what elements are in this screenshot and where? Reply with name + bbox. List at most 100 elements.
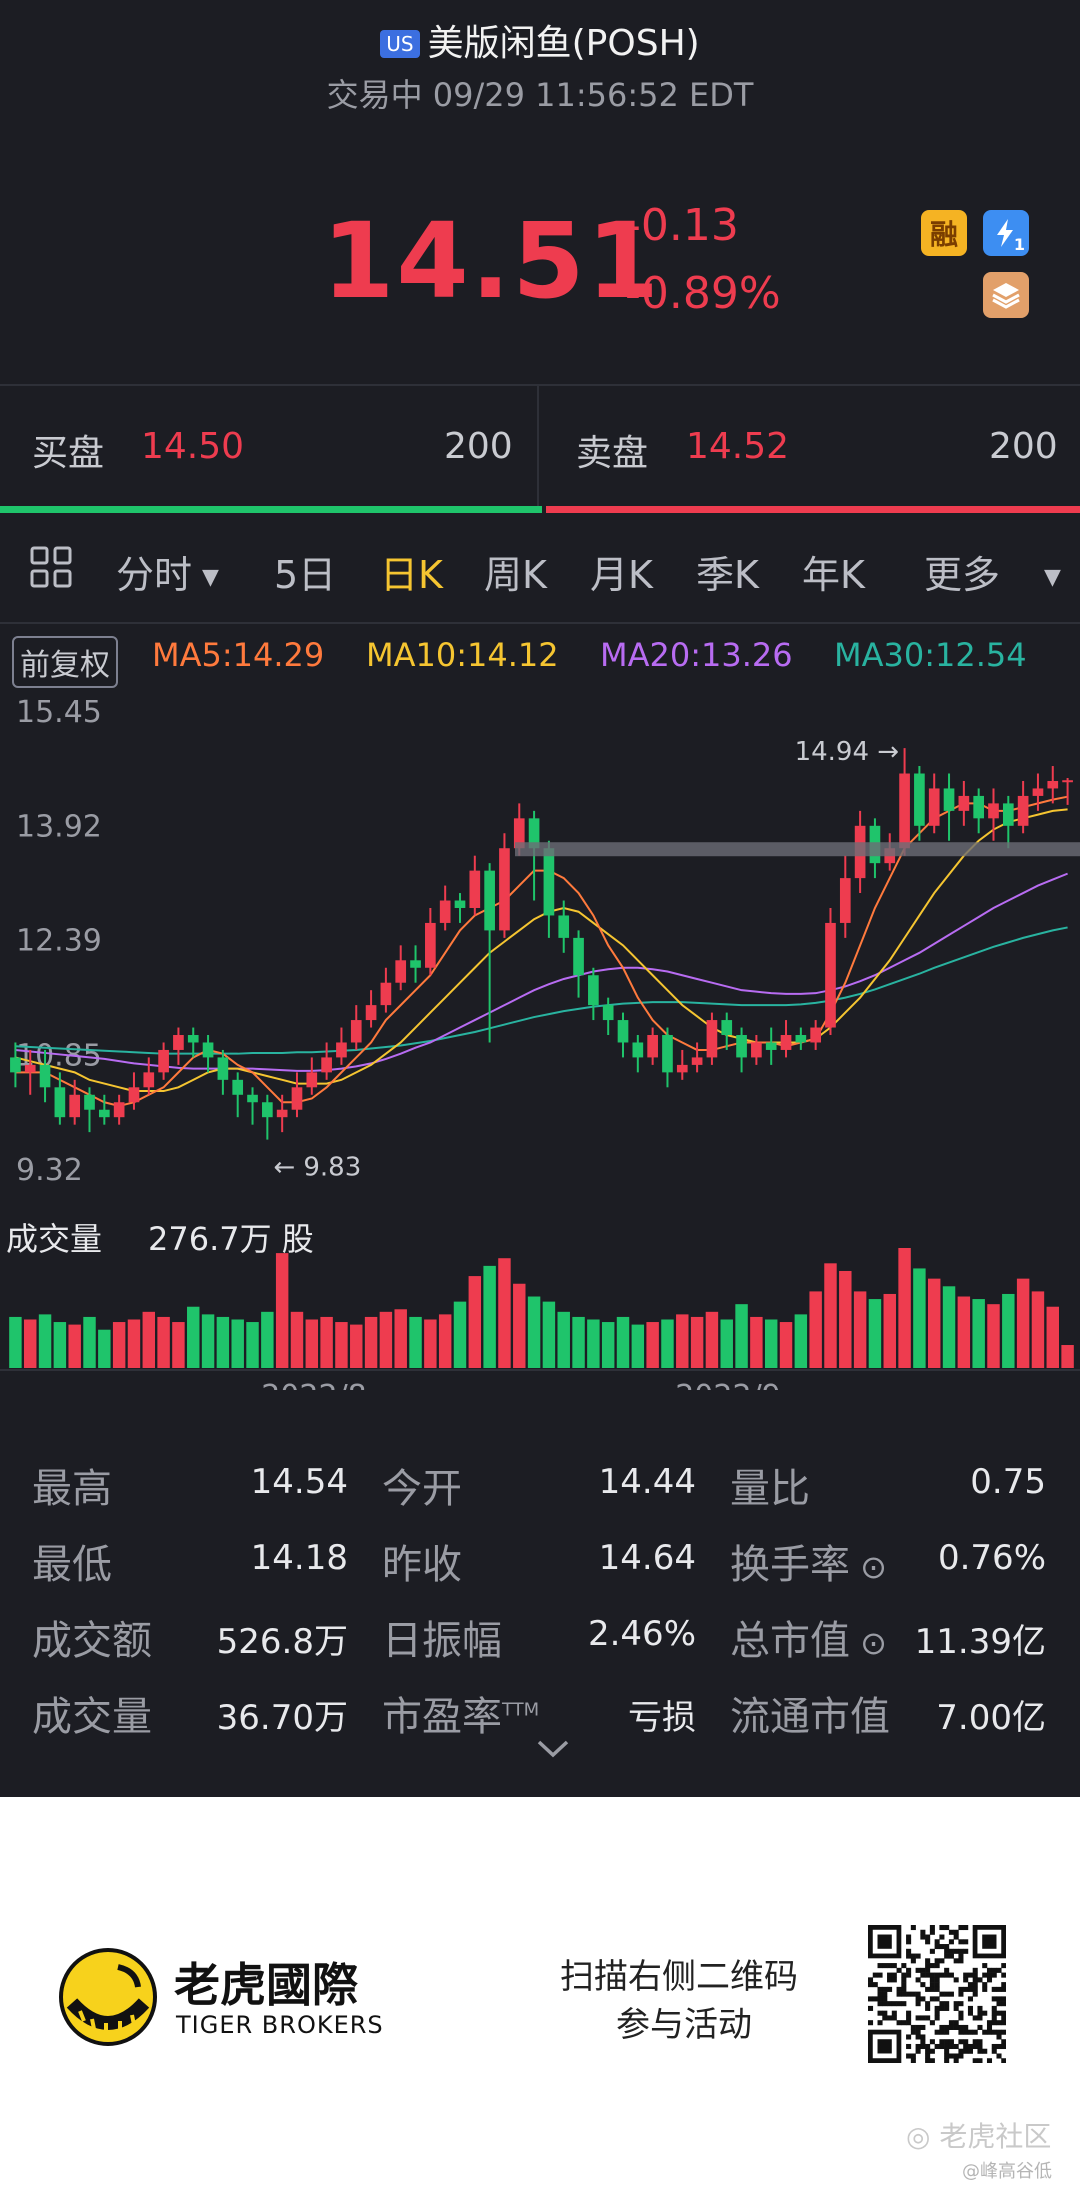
volume-bar [453,1301,467,1368]
volume-bar [24,1319,37,1368]
tab-yearly[interactable]: 年K [802,553,865,597]
info-icon[interactable]: ⊙ [850,1624,887,1662]
candle-body [84,1094,95,1110]
tab-daily[interactable]: 日K [380,553,443,597]
candle-body [499,848,510,931]
volume-bar [1031,1291,1045,1368]
candle-body [247,1094,258,1103]
volume-bar [83,1316,96,1368]
stat-value: 14.44 [598,1462,696,1502]
qr-code[interactable] [868,1925,1006,2063]
volume-bar [527,1296,541,1368]
volume-bar [646,1322,659,1368]
volume-bar [290,1311,304,1368]
ma20-value: MA20:13.26 [600,636,793,674]
stat-label: 市盈率TTM [382,1694,540,1740]
ma30-value: MA30:12.54 [834,636,1027,674]
high-label: 14.94 → [795,737,899,767]
volume-bar [187,1306,200,1368]
volume-bar [972,1299,985,1368]
candle-body [736,1035,747,1058]
candle-body [647,1035,658,1058]
candle-body [350,1020,362,1043]
candle-body [10,1057,21,1073]
candle-body [765,1042,777,1050]
candle-body [217,1057,229,1080]
volume-value: 276.7万 股 [148,1220,314,1258]
quote-screen: US 美版闲鱼(POSH) 交易中 09/29 11:56:52 EDT 14.5… [0,0,1080,1797]
stat-label: 总市值 ⊙ [730,1618,887,1664]
candle-body [751,1042,762,1058]
grid-icon[interactable] [28,544,74,594]
stock-name: 美版闲鱼(POSH) [427,23,700,64]
volume-bar [1046,1306,1059,1368]
volume-bar [705,1311,719,1368]
volume-bar [275,1253,289,1368]
stat-label: 最低 [32,1542,112,1588]
volume-bar [483,1265,496,1368]
candle-body [262,1102,273,1118]
stat-value: 0.75 [970,1462,1046,1502]
candle-body [291,1087,303,1110]
volume-bar [305,1319,319,1368]
volume-bar [379,1311,393,1368]
tab-intraday[interactable]: 分时 ▼ [116,544,219,599]
flash-trade-icon[interactable]: 1 [983,210,1029,256]
candle-body [98,1109,110,1118]
info-icon[interactable]: ⊙ [850,1548,887,1586]
volume-bar [142,1311,156,1368]
adjust-toggle[interactable]: 前复权 [12,636,118,688]
candle-body [662,1035,673,1073]
candle-body [558,915,570,938]
expand-chevron-icon[interactable] [536,1738,570,1764]
tab-5day[interactable]: 5日 [274,553,337,597]
tab-weekly[interactable]: 周K [484,553,547,597]
volume-bar [38,1314,52,1368]
bid-label: 买盘 [32,433,105,474]
ask-size: 200 [989,426,1058,467]
candle-body [543,848,555,916]
stat-value: 7.00亿 [936,1698,1046,1738]
ma30-line [15,926,1068,1055]
volume-bar [468,1276,482,1368]
volume-bar [676,1314,689,1368]
volume-bar [631,1324,645,1368]
candle-body [943,788,955,811]
market-badge: US [380,30,420,58]
layers-icon[interactable] [983,272,1029,318]
ma20-line [15,872,1068,1072]
candle-body [706,1020,718,1058]
tab-intraday-label: 分时 [116,553,193,597]
candle-body [1047,780,1059,789]
candle-body [973,795,985,819]
candle-body [988,803,999,819]
candle-body [602,1005,614,1021]
volume-bar [53,1322,67,1368]
volume-bar [112,1322,126,1368]
candle-body [39,1064,51,1088]
tab-quarterly[interactable]: 季K [696,553,759,597]
candle-body [1002,803,1014,826]
volume-bar [9,1316,22,1368]
ma10-value: MA10:14.12 [366,636,559,674]
volume-bar [868,1299,882,1368]
volume-bar [127,1319,141,1368]
tab-more-label: 更多 [924,553,1001,597]
candle-body [691,1057,703,1065]
bid-price: 14.50 [141,426,245,467]
volume-bar [587,1319,600,1368]
tab-more[interactable]: 更多 ▼ [924,544,1061,599]
candle-body [439,900,451,923]
ask-label: 卖盘 [576,433,649,474]
candle-body [899,773,910,849]
stat-label: 今开 [382,1466,462,1512]
volume-bar [601,1322,615,1368]
margin-icon[interactable]: 融 [921,210,967,256]
stat-label-sup: TTM [502,1699,540,1721]
tab-monthly[interactable]: 月K [590,553,653,597]
low-label: ← 9.83 [273,1153,361,1183]
stat-value: 亏损 [628,1698,696,1738]
volume-bar [764,1319,778,1368]
price-change-pct: -0.89% [625,268,781,319]
